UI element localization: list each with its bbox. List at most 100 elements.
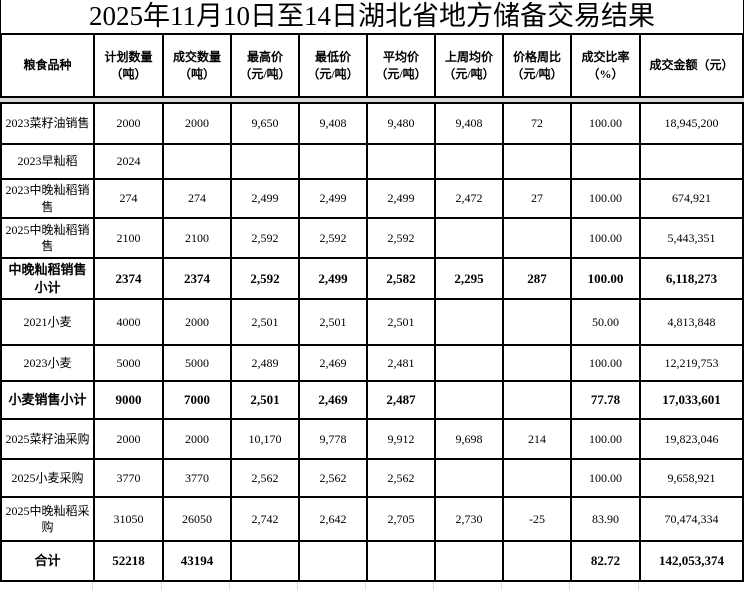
value-cell[interactable]: 7000 bbox=[164, 382, 230, 418]
grain-variety-cell[interactable]: 2025中晚籼稻采购 bbox=[2, 498, 93, 540]
value-cell[interactable] bbox=[504, 346, 570, 380]
value-cell[interactable]: 2000 bbox=[95, 420, 162, 458]
col-header-traded-quantity[interactable]: 成交数量 （吨） bbox=[164, 35, 230, 96]
value-cell[interactable]: 2,481 bbox=[368, 346, 434, 380]
grain-variety-cell[interactable]: 2021小麦 bbox=[2, 300, 93, 344]
value-cell[interactable] bbox=[504, 542, 570, 580]
col-header-lowest-price[interactable]: 最低价 （元/吨） bbox=[300, 35, 366, 96]
value-cell[interactable]: 2,472 bbox=[436, 180, 502, 217]
value-cell[interactable]: 17,033,601 bbox=[641, 382, 742, 418]
value-cell[interactable] bbox=[368, 542, 434, 580]
value-cell[interactable]: 50.00 bbox=[572, 300, 639, 344]
value-cell[interactable]: 70,474,334 bbox=[641, 498, 742, 540]
value-cell[interactable] bbox=[572, 145, 639, 178]
value-cell[interactable]: 3770 bbox=[95, 460, 162, 496]
value-cell[interactable]: 2,501 bbox=[232, 382, 298, 418]
value-cell[interactable]: 100.00 bbox=[572, 420, 639, 458]
value-cell[interactable]: 2,499 bbox=[232, 180, 298, 217]
value-cell[interactable] bbox=[504, 219, 570, 257]
value-cell[interactable]: 9,912 bbox=[368, 420, 434, 458]
value-cell[interactable]: 9,658,921 bbox=[641, 460, 742, 496]
col-header-planned-quantity[interactable]: 计划数量 （吨） bbox=[95, 35, 162, 96]
value-cell[interactable]: 2,592 bbox=[368, 219, 434, 257]
value-cell[interactable]: 2000 bbox=[164, 420, 230, 458]
col-header-average-price[interactable]: 平均价 （元/吨） bbox=[368, 35, 434, 96]
col-header-highest-price[interactable]: 最高价 （元/吨） bbox=[232, 35, 298, 96]
value-cell[interactable]: 9,408 bbox=[300, 104, 366, 143]
grain-variety-cell[interactable]: 2025菜籽油采购 bbox=[2, 420, 93, 458]
value-cell[interactable]: 2,469 bbox=[300, 382, 366, 418]
value-cell[interactable]: 2374 bbox=[164, 259, 230, 298]
value-cell[interactable]: 9,698 bbox=[436, 420, 502, 458]
value-cell[interactable]: 4000 bbox=[95, 300, 162, 344]
value-cell[interactable]: 9,480 bbox=[368, 104, 434, 143]
value-cell[interactable] bbox=[436, 460, 502, 496]
value-cell[interactable]: 82.72 bbox=[572, 542, 639, 580]
value-cell[interactable]: 2,592 bbox=[232, 259, 298, 298]
grain-variety-cell[interactable]: 2023小麦 bbox=[2, 346, 93, 380]
value-cell[interactable]: 2374 bbox=[95, 259, 162, 298]
value-cell[interactable]: 100.00 bbox=[572, 219, 639, 257]
value-cell[interactable]: 2,487 bbox=[368, 382, 434, 418]
value-cell[interactable] bbox=[436, 300, 502, 344]
value-cell[interactable]: 2,501 bbox=[232, 300, 298, 344]
grain-variety-cell[interactable]: 2025中晚籼稻销售 bbox=[2, 219, 93, 257]
value-cell[interactable]: 31050 bbox=[95, 498, 162, 540]
value-cell[interactable]: 100.00 bbox=[572, 259, 639, 298]
value-cell[interactable]: 19,823,046 bbox=[641, 420, 742, 458]
value-cell[interactable] bbox=[232, 145, 298, 178]
value-cell[interactable]: 10,170 bbox=[232, 420, 298, 458]
value-cell[interactable] bbox=[300, 145, 366, 178]
value-cell[interactable]: 274 bbox=[164, 180, 230, 217]
value-cell[interactable] bbox=[504, 300, 570, 344]
value-cell[interactable]: 2,705 bbox=[368, 498, 434, 540]
value-cell[interactable]: -25 bbox=[504, 498, 570, 540]
value-cell[interactable] bbox=[504, 382, 570, 418]
value-cell[interactable]: 2,592 bbox=[300, 219, 366, 257]
value-cell[interactable]: 52218 bbox=[95, 542, 162, 580]
value-cell[interactable]: 5000 bbox=[95, 346, 162, 380]
value-cell[interactable]: 2000 bbox=[95, 104, 162, 143]
value-cell[interactable]: 12,219,753 bbox=[641, 346, 742, 380]
value-cell[interactable]: 100.00 bbox=[572, 460, 639, 496]
value-cell[interactable]: 26050 bbox=[164, 498, 230, 540]
value-cell[interactable]: 2,489 bbox=[232, 346, 298, 380]
value-cell[interactable]: 2,295 bbox=[436, 259, 502, 298]
value-cell[interactable]: 9,408 bbox=[436, 104, 502, 143]
value-cell[interactable]: 2,642 bbox=[300, 498, 366, 540]
col-header-trade-ratio[interactable]: 成交比率 （%） bbox=[572, 35, 639, 96]
value-cell[interactable]: 6,118,273 bbox=[641, 259, 742, 298]
value-cell[interactable]: 72 bbox=[504, 104, 570, 143]
value-cell[interactable]: 100.00 bbox=[572, 104, 639, 143]
value-cell[interactable]: 2,499 bbox=[368, 180, 434, 217]
value-cell[interactable]: 2,592 bbox=[232, 219, 298, 257]
value-cell[interactable]: 2,730 bbox=[436, 498, 502, 540]
grain-variety-cell[interactable]: 2023中晚籼稻销售 bbox=[2, 180, 93, 217]
value-cell[interactable]: 4,813,848 bbox=[641, 300, 742, 344]
value-cell[interactable]: 2,562 bbox=[300, 460, 366, 496]
value-cell[interactable] bbox=[436, 145, 502, 178]
grain-variety-cell[interactable]: 合计 bbox=[2, 542, 93, 580]
value-cell[interactable]: 27 bbox=[504, 180, 570, 217]
value-cell[interactable]: 2,469 bbox=[300, 346, 366, 380]
value-cell[interactable]: 2,499 bbox=[300, 259, 366, 298]
col-header-trade-amount[interactable]: 成交金额（元） bbox=[641, 35, 742, 96]
value-cell[interactable]: 274 bbox=[95, 180, 162, 217]
value-cell[interactable] bbox=[436, 382, 502, 418]
value-cell[interactable]: 2000 bbox=[164, 300, 230, 344]
value-cell[interactable] bbox=[641, 145, 742, 178]
value-cell[interactable] bbox=[436, 542, 502, 580]
value-cell[interactable]: 2024 bbox=[95, 145, 162, 178]
value-cell[interactable]: 5,443,351 bbox=[641, 219, 742, 257]
value-cell[interactable]: 2,501 bbox=[368, 300, 434, 344]
value-cell[interactable]: 43194 bbox=[164, 542, 230, 580]
value-cell[interactable]: 2,499 bbox=[300, 180, 366, 217]
grain-variety-cell[interactable]: 中晚籼稻销售小计 bbox=[2, 259, 93, 298]
value-cell[interactable] bbox=[504, 460, 570, 496]
value-cell[interactable]: 2100 bbox=[95, 219, 162, 257]
value-cell[interactable]: 2100 bbox=[164, 219, 230, 257]
value-cell[interactable] bbox=[436, 346, 502, 380]
value-cell[interactable]: 3770 bbox=[164, 460, 230, 496]
grain-variety-cell[interactable]: 2023早籼稻 bbox=[2, 145, 93, 178]
value-cell[interactable] bbox=[300, 542, 366, 580]
